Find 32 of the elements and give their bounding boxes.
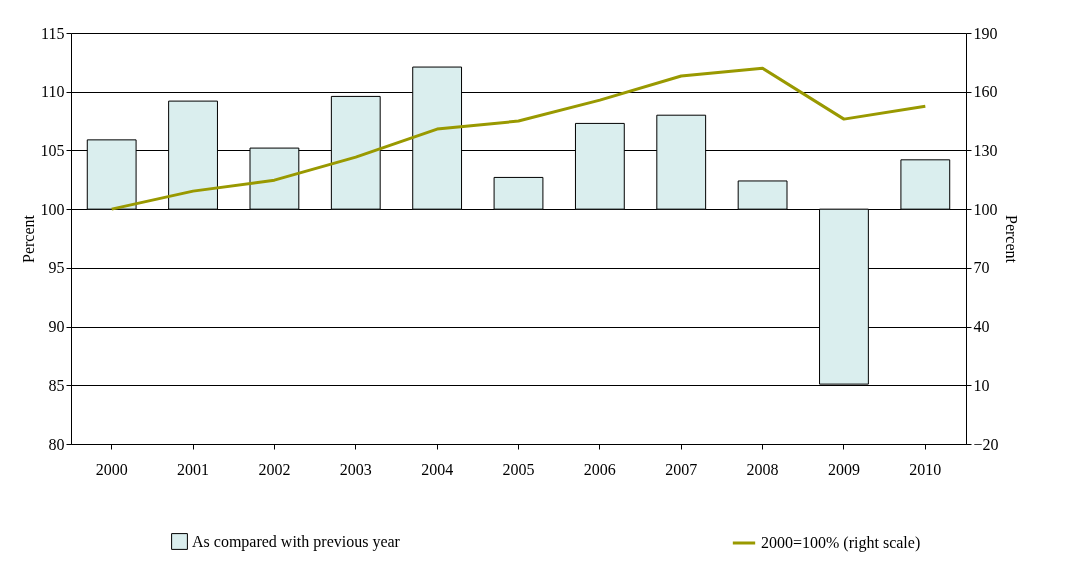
- x-tick-label: 2000: [95, 460, 128, 478]
- y-tick-label: 110: [41, 83, 65, 101]
- y2-tick-label: 160: [973, 83, 998, 101]
- x-tick-label: 2009: [827, 460, 860, 478]
- y2-tick-label: 130: [973, 141, 998, 159]
- y-axis-title: Percent: [19, 214, 37, 263]
- x-tick-label: 2002: [258, 460, 291, 478]
- legend-label: 2000=100% (right scale): [761, 534, 921, 552]
- x-tick-label: 2008: [746, 460, 779, 478]
- y-tick-label: 105: [40, 141, 65, 159]
- x-tick-label: 2006: [583, 460, 616, 478]
- y-tick-label: 115: [41, 24, 65, 42]
- legend-label: As compared with previous year: [192, 532, 401, 551]
- y2-tick-label: 190: [973, 24, 998, 42]
- x-tick-label: 2004: [421, 460, 454, 478]
- x-tick-label: 2007: [665, 460, 698, 478]
- x-tick-label: 2005: [502, 460, 535, 478]
- y-tick-label: 100: [40, 200, 65, 218]
- y-tick-label: 95: [48, 259, 65, 277]
- y2-tick-label: −20: [973, 435, 999, 453]
- y2-tick-label: 10: [973, 376, 990, 394]
- y-tick-label: 90: [48, 318, 65, 336]
- y2-axis-title: Percent: [1002, 215, 1020, 264]
- line-series: [110, 66, 927, 211]
- x-tick-label: 2003: [339, 460, 372, 478]
- x-tick-label: 2001: [177, 460, 210, 478]
- y-tick-label: 85: [48, 376, 65, 394]
- x-tick-label: 2010: [909, 460, 942, 478]
- y-tick-label: 80: [48, 435, 65, 453]
- y2-tick-label: 100: [973, 200, 998, 218]
- y2-tick-label: 40: [973, 318, 990, 336]
- y2-tick-label: 70: [973, 259, 990, 277]
